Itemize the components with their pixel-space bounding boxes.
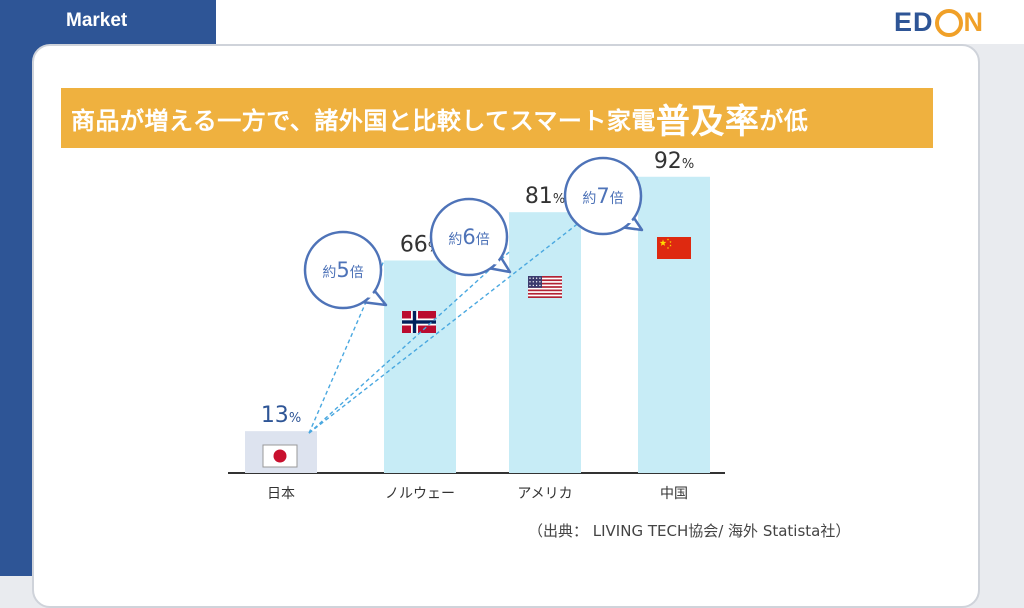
data-label: 13% <box>261 403 301 428</box>
callout-label: 約6倍 <box>448 225 489 249</box>
source-note: （出典： LIVING TECH協会/ 海外 Statista社） <box>528 522 851 540</box>
logo-text-right: N <box>963 6 985 37</box>
japan-flag-disc <box>273 449 287 463</box>
data-label: 81% <box>525 184 565 209</box>
header-band <box>216 0 1024 44</box>
callout-label: 約5倍 <box>322 258 363 282</box>
china-flag-icon <box>657 237 691 259</box>
norway-flag-icon <box>402 311 436 333</box>
tick-label: ノルウェー <box>385 486 455 502</box>
bar <box>509 212 581 473</box>
bar <box>638 176 710 473</box>
tick-label: 中国 <box>660 486 688 502</box>
usa-flag-icon <box>528 276 562 298</box>
headline-banner: 商品が増える一方で、諸外国と比較してスマート家電 普及率 が低 <box>61 88 933 148</box>
logo-ring-icon <box>934 9 963 37</box>
tick-label: アメリカ <box>517 486 572 502</box>
callout-bubble: 約6倍 <box>429 197 512 277</box>
section-label: Market <box>66 10 128 31</box>
bar <box>384 260 456 473</box>
callout-bubble: 約7倍 <box>563 156 644 236</box>
headline-emphasis: 普及率 <box>655 101 760 142</box>
data-label: 92% <box>654 149 694 174</box>
tick-label: 日本 <box>267 486 295 502</box>
callout-bubble: 約5倍 <box>303 230 388 310</box>
headline-part2: が低 <box>759 106 809 135</box>
edion-logo: ED N <box>894 4 984 40</box>
callout-label: 約7倍 <box>582 184 623 208</box>
logo-text-left: ED <box>894 6 934 37</box>
headline-part1: 商品が増える一方で、諸外国と比較してスマート家電 <box>71 106 656 135</box>
comparison-line <box>308 251 510 434</box>
